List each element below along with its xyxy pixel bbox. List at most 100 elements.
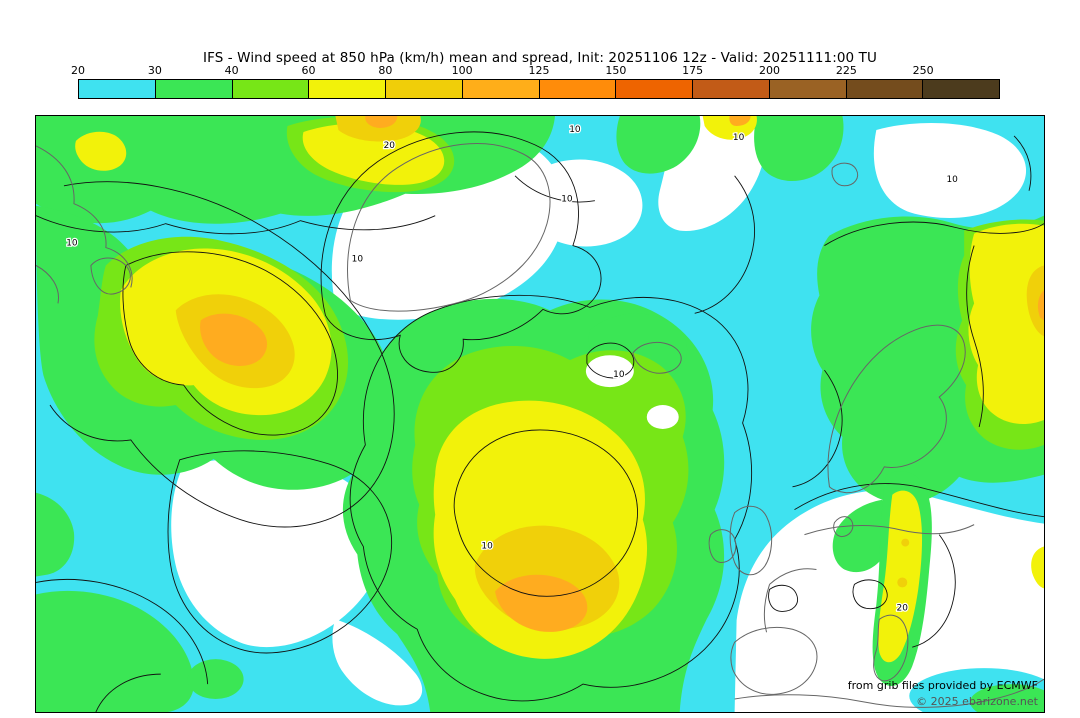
chart-title: IFS - Wind speed at 850 hPa (km/h) mean … xyxy=(203,50,877,66)
coast-denmark xyxy=(833,516,854,538)
colorbar-tick-label: 100 xyxy=(451,64,473,77)
attribution: from grib files provided by ECMWF © 2025… xyxy=(848,678,1038,709)
colorbar-tick-label: 150 xyxy=(605,64,627,77)
contour-value-label: 10 xyxy=(481,542,493,552)
map-area: 10 20 10 10 10 10 10 10 20 10 from grib files pro… xyxy=(35,115,1045,713)
calm-top-right-2 xyxy=(873,123,1027,219)
spread-contour xyxy=(586,342,635,379)
gold-adriatic-dot-1 xyxy=(897,577,908,588)
green-bottom-left-2 xyxy=(187,659,244,700)
coast-mediterranean-africa xyxy=(734,678,1044,708)
spread-contour xyxy=(792,369,843,488)
spread-contour xyxy=(49,181,395,528)
colorbar-tick-label: 20 xyxy=(71,64,85,77)
colorbar-tick-label: 225 xyxy=(835,64,857,77)
yellow-top-left-small xyxy=(75,131,127,171)
coast-great-britain xyxy=(729,505,773,576)
orange-left-core xyxy=(200,313,268,366)
contour-value-label: 20 xyxy=(384,141,396,151)
colorbar-segment xyxy=(79,80,156,98)
coast-canada xyxy=(36,145,133,288)
contour-value-label: 10 xyxy=(561,195,573,205)
colorbar-segment xyxy=(616,80,693,98)
spread-contour xyxy=(36,578,209,685)
calm-pocket-1 xyxy=(585,355,634,388)
orange-top-right-dot xyxy=(729,116,751,126)
spread-contour xyxy=(349,294,753,702)
colorbar-tick-label: 175 xyxy=(682,64,704,77)
colorbar-tick-label: 125 xyxy=(528,64,550,77)
calm-greenland-ne xyxy=(523,159,643,247)
coastlines xyxy=(36,143,1044,708)
orange-top-edge xyxy=(365,116,398,128)
contour-value-label: 10 xyxy=(613,370,625,380)
colorbar-segment xyxy=(846,80,924,98)
green-top-right-2 xyxy=(754,116,844,181)
spread-contour xyxy=(167,450,393,654)
spread-contour xyxy=(912,534,956,648)
gold-top-edge xyxy=(335,116,421,142)
calm-west-atlantic-wedge xyxy=(171,458,383,648)
spread-contour xyxy=(453,429,638,597)
yellow-right-band xyxy=(968,223,1044,424)
calm-pocket-2 xyxy=(646,405,679,429)
spread-contour xyxy=(966,245,984,428)
spread-contour xyxy=(794,483,1044,518)
colorbar-ticks: 20 30 40 60 80 100 125 150 175 200 225 250 xyxy=(71,64,1000,79)
calm-pockets xyxy=(585,355,679,429)
coast-labrador xyxy=(36,265,59,304)
yellow-right-small xyxy=(1031,546,1044,589)
yellow-top-band xyxy=(302,123,445,185)
contour-value-label: 10 xyxy=(66,239,78,249)
coast-iberia xyxy=(730,626,818,695)
copyright-text: © 2025 ebarizone.net xyxy=(916,694,1038,708)
colorbar-tick-label: 200 xyxy=(759,64,780,77)
wind-map-svg: 10 20 10 10 10 10 10 10 20 10 xyxy=(36,116,1044,712)
contour-value-label: 20 xyxy=(897,603,909,613)
colorbar-segment xyxy=(232,80,310,98)
coast-baltic xyxy=(804,524,975,536)
grib-attribution-text: from grib files provided by ECMWF xyxy=(847,679,1038,693)
colorbar-segment xyxy=(693,80,770,98)
contour-value-label: 10 xyxy=(569,125,581,135)
spread-contour xyxy=(95,673,161,712)
orange-center-core xyxy=(495,574,588,632)
colorbar-segment xyxy=(769,80,847,98)
colorbar-tick-label: 60 xyxy=(301,64,316,77)
coast-italy xyxy=(873,614,909,682)
green-left-edge-mid xyxy=(36,492,75,577)
orange-right-edge xyxy=(1037,290,1044,321)
green-bottom-right xyxy=(970,684,1044,712)
coast-greenland xyxy=(347,143,551,312)
calm-wedge-tail xyxy=(332,619,423,706)
contour-value-label: 10 xyxy=(733,133,745,143)
spread-contour xyxy=(768,584,798,612)
colorbar-tick-label: 80 xyxy=(378,64,393,77)
colorbar-tick-label: 40 xyxy=(224,64,239,77)
colorbar-tick-label: 250 xyxy=(912,64,934,77)
coast-scandinavia xyxy=(827,324,966,494)
spread-contour xyxy=(122,251,338,436)
colorbar-segment xyxy=(923,80,999,98)
coast-newfoundland xyxy=(90,257,131,295)
colorbar-segments xyxy=(78,79,1000,99)
contour-value-labels: 10 20 10 10 10 10 10 10 20 10 xyxy=(65,124,959,615)
spread-contour xyxy=(824,221,1044,246)
green-norway-ext xyxy=(832,499,893,573)
spread-contour xyxy=(694,175,755,314)
coast-france xyxy=(763,568,817,633)
coast-ireland xyxy=(708,529,737,564)
colorbar-segment xyxy=(386,80,463,98)
gold-adriatic-dot-2 xyxy=(901,538,910,547)
colorbar-segment xyxy=(309,80,386,98)
colorbar: 20 30 40 60 80 100 125 150 175 200 225 250 xyxy=(71,64,1000,99)
yellow-adriatic xyxy=(878,490,923,663)
colorbar-segment xyxy=(462,80,540,98)
gold-right-edge xyxy=(1026,265,1044,337)
spread-contour xyxy=(320,131,602,373)
wind-regions xyxy=(36,116,1044,712)
contour-value-label: 10 xyxy=(946,175,958,185)
green-top-right-1 xyxy=(616,116,701,174)
spread-contour xyxy=(36,215,436,235)
coast-iceland xyxy=(632,341,682,374)
